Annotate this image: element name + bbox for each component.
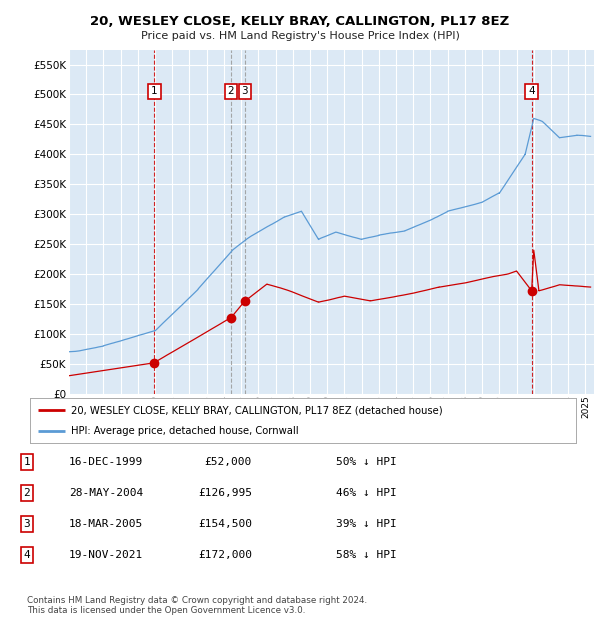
Text: 3: 3 [241,87,248,97]
Text: 2: 2 [227,87,234,97]
Text: 4: 4 [529,87,535,97]
Text: 39% ↓ HPI: 39% ↓ HPI [336,519,397,529]
Text: Price paid vs. HM Land Registry's House Price Index (HPI): Price paid vs. HM Land Registry's House … [140,31,460,41]
Text: 20, WESLEY CLOSE, KELLY BRAY, CALLINGTON, PL17 8EZ (detached house): 20, WESLEY CLOSE, KELLY BRAY, CALLINGTON… [71,405,443,415]
Text: 28-MAY-2004: 28-MAY-2004 [69,488,143,498]
Text: £154,500: £154,500 [198,519,252,529]
Text: 4: 4 [23,550,31,560]
Text: HPI: Average price, detached house, Cornwall: HPI: Average price, detached house, Corn… [71,426,299,436]
Text: 1: 1 [23,457,31,467]
Text: 46% ↓ HPI: 46% ↓ HPI [336,488,397,498]
Text: 19-NOV-2021: 19-NOV-2021 [69,550,143,560]
Text: 20, WESLEY CLOSE, KELLY BRAY, CALLINGTON, PL17 8EZ: 20, WESLEY CLOSE, KELLY BRAY, CALLINGTON… [91,16,509,28]
Text: 58% ↓ HPI: 58% ↓ HPI [336,550,397,560]
Text: 3: 3 [23,519,31,529]
Text: £172,000: £172,000 [198,550,252,560]
Text: 2: 2 [23,488,31,498]
Text: 16-DEC-1999: 16-DEC-1999 [69,457,143,467]
Text: Contains HM Land Registry data © Crown copyright and database right 2024.
This d: Contains HM Land Registry data © Crown c… [27,596,367,615]
Text: £126,995: £126,995 [198,488,252,498]
Text: £52,000: £52,000 [205,457,252,467]
Text: 18-MAR-2005: 18-MAR-2005 [69,519,143,529]
Text: 1: 1 [151,87,158,97]
Text: 50% ↓ HPI: 50% ↓ HPI [336,457,397,467]
